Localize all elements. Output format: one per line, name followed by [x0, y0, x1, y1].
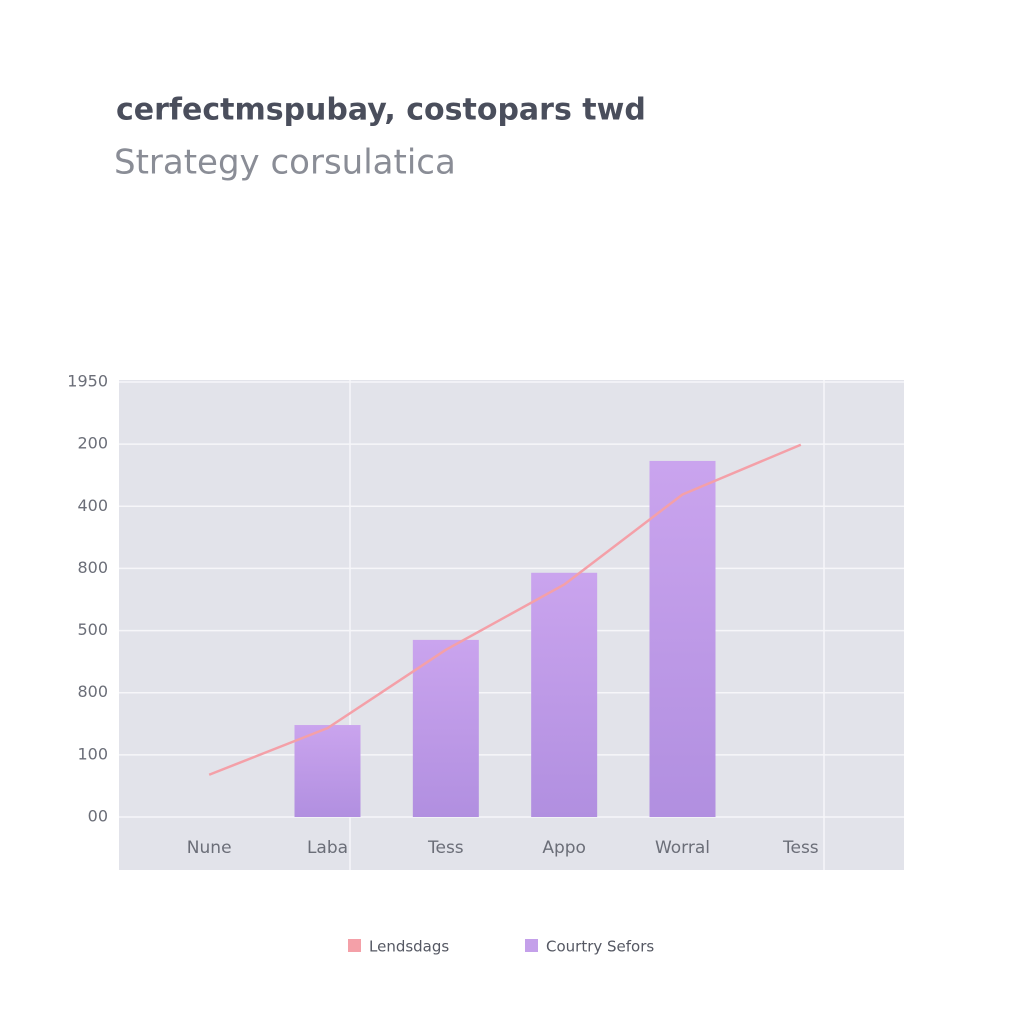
x-tick-label: Worral	[655, 838, 710, 858]
legend-swatch	[348, 939, 361, 952]
y-tick-label: 800	[77, 682, 108, 701]
legend-swatch	[525, 939, 538, 952]
chart-title: cerfectmspubay, costopars twd	[116, 93, 646, 128]
y-tick-label: 00	[88, 807, 108, 826]
legend-label: Lendsdags	[369, 938, 449, 956]
x-tick-label: Nune	[187, 838, 232, 858]
y-tick-label: 400	[77, 496, 108, 515]
bar	[531, 572, 598, 817]
bar	[412, 639, 479, 817]
line	[208, 443, 802, 776]
bar	[649, 460, 716, 817]
y-tick-label: 1950	[67, 372, 108, 391]
y-tick-label: 100	[77, 744, 108, 763]
plot: 00 100 800 500 800 400 200 1950 Nune Laba Tess Appo…	[67, 372, 904, 858]
x-tick-label: Tess	[782, 838, 819, 858]
legend-label: Courtry Sefors	[546, 938, 654, 956]
x-tick-label: Appo	[542, 838, 586, 858]
chart-subtitle: Strategy corsulatica	[114, 143, 456, 183]
x-tick-label: Laba	[307, 838, 348, 858]
y-tick-label: 500	[77, 620, 108, 639]
plot-background	[119, 380, 904, 870]
x-tick-label: Tess	[427, 838, 464, 858]
y-tick-label: 800	[77, 558, 108, 577]
bar	[294, 725, 361, 817]
y-tick-label: 200	[77, 434, 108, 453]
